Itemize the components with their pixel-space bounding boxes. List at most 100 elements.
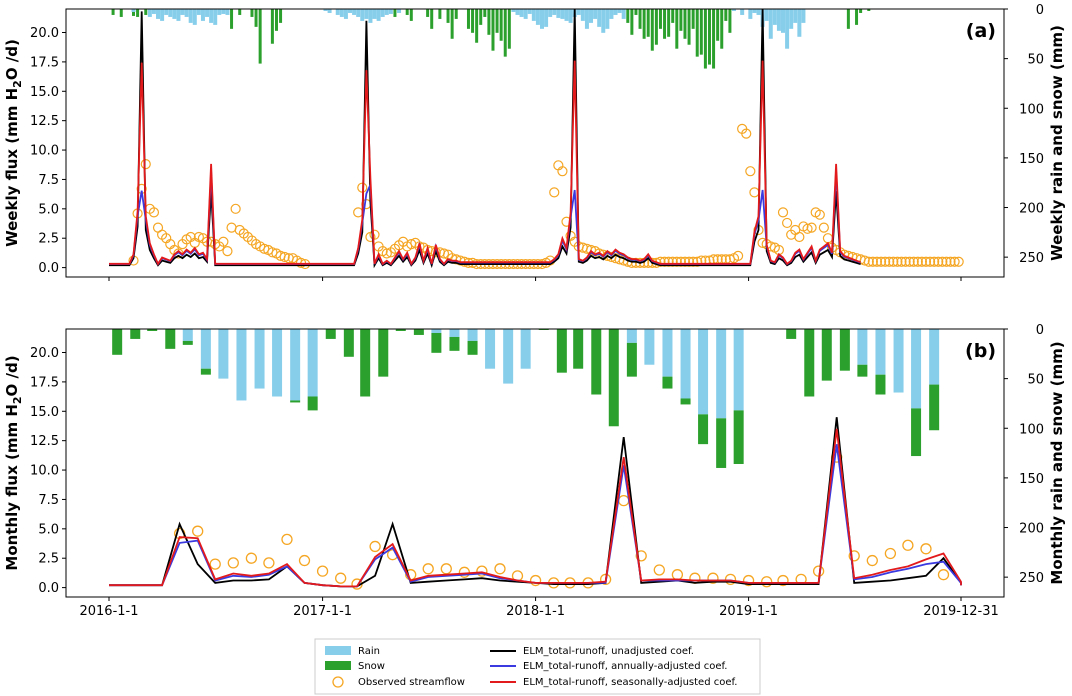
y2-tick-label: 200 (1019, 202, 1044, 217)
snow-bar (307, 396, 318, 411)
rain-bar (911, 329, 922, 409)
snow-bar (707, 9, 711, 65)
snow-bar (855, 9, 859, 25)
y-tick-label: 0.0 (38, 581, 59, 596)
observed-point (663, 256, 674, 267)
y2-tick-label: 50 (1027, 373, 1044, 388)
rain-bar (621, 9, 626, 19)
rain-bar (192, 9, 197, 25)
rain-bar (520, 329, 531, 369)
observed-point (263, 557, 275, 569)
rain-bar (580, 9, 585, 21)
observed-point (222, 246, 233, 257)
snow-bar (446, 9, 450, 23)
rain-bar (236, 329, 247, 401)
rain-bar (431, 329, 442, 333)
rain-bar (609, 9, 614, 19)
observed-point (675, 256, 686, 267)
rain-bar (151, 9, 156, 14)
observed-point (908, 256, 919, 267)
rain-bar (601, 9, 606, 33)
snow-bar (839, 329, 850, 371)
snow-bar (144, 9, 148, 15)
rain-bar (605, 9, 610, 29)
rain-bar (343, 9, 348, 19)
observed-point (335, 572, 347, 584)
y-axis-label: Weekly flux (mm H2O /d) (3, 39, 24, 247)
snow-bar (230, 9, 234, 29)
observed-point (381, 248, 392, 259)
observed-point (933, 256, 944, 267)
rain-bar (503, 329, 514, 384)
observed-point (476, 565, 488, 577)
observed-point (279, 251, 290, 263)
observed-point (920, 543, 932, 555)
y2-tick-label: 250 (1019, 251, 1044, 266)
rain-bar (352, 9, 357, 15)
rain-bar (793, 9, 798, 23)
snow-bar (638, 9, 642, 29)
snow-bar (929, 384, 940, 431)
snow-bar (483, 9, 487, 17)
observed-point (781, 217, 793, 229)
rain-bar (597, 9, 602, 27)
rain-bar (172, 9, 177, 19)
rain-bar (797, 9, 802, 37)
lines-a (109, 9, 964, 270)
plot-frame (65, 328, 1005, 598)
rain-bar (168, 9, 173, 17)
observed-point (912, 256, 923, 267)
observed-point (245, 552, 258, 564)
observed-point (814, 209, 825, 220)
observed-point (295, 257, 307, 268)
rain-bar (217, 9, 222, 15)
snow-bar (491, 9, 495, 51)
snow-bar (733, 410, 744, 464)
rain-bar (339, 9, 344, 17)
rain-bar (560, 9, 565, 19)
observed-point (920, 256, 932, 267)
rain-bar (584, 9, 589, 29)
snow-bar (728, 9, 732, 33)
y-axis-label-part: Weekly flux (mm H (3, 88, 21, 247)
observed-point (941, 256, 952, 267)
y2-tick-label: 150 (1019, 472, 1044, 487)
rain-bar (644, 329, 655, 365)
rain-bar (662, 329, 673, 377)
observed-point (904, 256, 915, 267)
snow-bar (200, 368, 211, 375)
observed-point (888, 256, 899, 267)
rain-bar (875, 329, 886, 375)
rain-bar (544, 9, 549, 27)
rain-bar (548, 9, 553, 17)
legend-seasonally-label: ELM_total-runoff, seasonally-adjusted co… (523, 677, 737, 688)
rain-bar (196, 9, 201, 15)
observed-point (679, 256, 691, 267)
series-unadjusted-line (109, 417, 962, 588)
snow-bar (608, 329, 619, 427)
snow-bar (667, 9, 671, 37)
snow-bar (857, 364, 868, 377)
observed-point (896, 256, 907, 267)
snow-bar (679, 9, 683, 31)
snow-bar (662, 376, 673, 389)
rain-bar (376, 9, 381, 21)
snow-bar (654, 9, 658, 45)
snow-bar (343, 329, 354, 357)
rain-bar (929, 329, 940, 385)
observed-point (863, 256, 874, 267)
observed-point (635, 550, 647, 562)
observed-point (871, 256, 883, 267)
observed-point (193, 231, 204, 243)
snow-bar (663, 9, 667, 39)
observed-point (892, 256, 903, 267)
y2-axis-label: Monthly rain and snow (mm) (1048, 341, 1066, 584)
snow-bar (431, 332, 442, 353)
snow-bar (634, 9, 638, 15)
snow-bar (136, 9, 140, 17)
snow-bar (254, 9, 258, 27)
y-tick-label: 17.5 (30, 55, 59, 70)
snow-bar (675, 9, 679, 49)
rain-bar (511, 9, 516, 12)
